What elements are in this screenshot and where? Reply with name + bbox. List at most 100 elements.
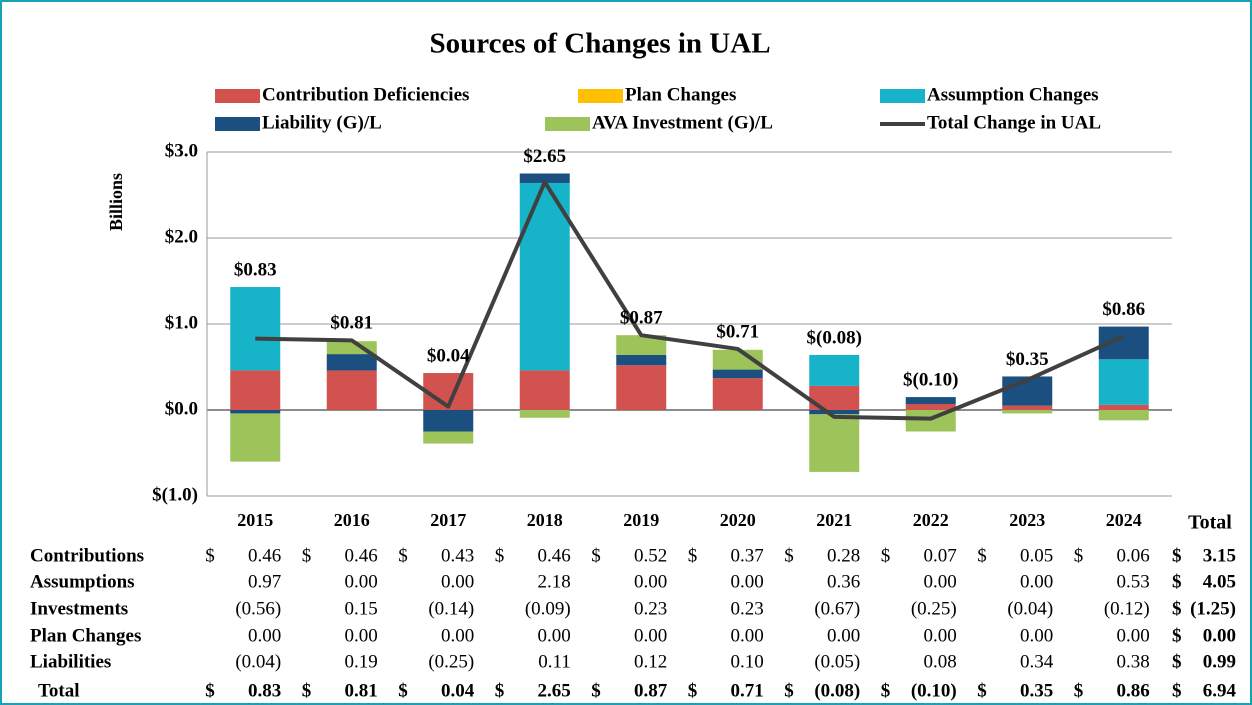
cell: 0.00: [731, 625, 764, 646]
cell: 0.12: [634, 651, 667, 672]
cell: 0.15: [345, 598, 378, 619]
cell: 0.00: [1020, 571, 1053, 592]
data-label: $(0.10): [903, 369, 958, 390]
cell: 0.00: [345, 571, 378, 592]
cell-prefix: $: [1074, 680, 1084, 701]
data-label: $0.83: [234, 259, 277, 280]
legend-swatch: [215, 89, 260, 103]
cell: 0.53: [1117, 571, 1150, 592]
cell: 0.10: [731, 651, 764, 672]
x-tick-label: 2018: [527, 510, 563, 530]
total-cell: (1.25): [1190, 598, 1236, 619]
total-cell: 0.99: [1203, 651, 1236, 672]
bar-segment: [1002, 410, 1053, 414]
cell: 2.18: [538, 571, 571, 592]
cell: 0.08: [924, 651, 957, 672]
bar-segment: [423, 410, 474, 432]
row-label: Plan Changes: [30, 625, 141, 646]
bar-segment: [712, 378, 763, 410]
bar-segment: [1098, 404, 1149, 410]
cell: 0.04: [441, 680, 475, 701]
bar-segment: [712, 349, 763, 370]
cell: (0.05): [814, 651, 860, 672]
total-cell: 3.15: [1203, 545, 1236, 566]
cell: 0.00: [634, 571, 667, 592]
bar-segment: [809, 410, 860, 415]
bar-segment: [1098, 359, 1149, 405]
bar-segment: [230, 287, 281, 371]
y-tick-label: $3.0: [165, 140, 198, 161]
x-tick-label: 2016: [334, 510, 370, 530]
bar-segment: [326, 354, 377, 371]
cell: 0.00: [441, 571, 474, 592]
cell: (0.10): [911, 680, 957, 701]
cell: (0.04): [1007, 598, 1053, 619]
bar-segment: [809, 354, 860, 386]
x-tick-label: 2022: [913, 510, 949, 530]
total-cell: 0.00: [1203, 625, 1236, 646]
bar-segment: [712, 369, 763, 379]
bar-segment: [230, 410, 281, 414]
cell: (0.09): [525, 598, 571, 619]
cell: 0.83: [248, 680, 281, 701]
row-label: Total: [38, 680, 80, 701]
x-tick-label: 2021: [816, 510, 852, 530]
bar-segment: [230, 413, 281, 462]
cell: 0.46: [345, 545, 378, 566]
bar-segment: [809, 414, 860, 472]
legend-label: AVA Investment (G)/L: [592, 112, 773, 133]
bar-segment: [616, 365, 667, 410]
cell: (0.14): [428, 598, 474, 619]
cell: 0.11: [538, 651, 571, 672]
legend-swatch: [578, 89, 623, 103]
cell-prefix: $: [591, 545, 601, 566]
cell: 0.23: [731, 598, 764, 619]
cell: 0.00: [634, 625, 667, 646]
legend-label: Total Change in UAL: [927, 112, 1101, 133]
cell-prefix: $: [688, 680, 698, 701]
y-tick-label: $0.0: [165, 398, 198, 419]
x-tick-label: 2017: [430, 510, 466, 530]
cell: 0.00: [827, 625, 860, 646]
total-prefix: $: [1172, 680, 1182, 701]
cell: 0.00: [924, 571, 957, 592]
row-label: Liabilities: [30, 651, 111, 672]
legend-swatch: [545, 117, 590, 131]
row-label: Assumptions: [30, 571, 135, 592]
cell: 2.65: [538, 680, 571, 701]
cell: 0.00: [731, 571, 764, 592]
cell-prefix: $: [977, 545, 987, 566]
bar-segment: [616, 354, 667, 366]
cell-prefix: $: [495, 680, 505, 701]
x-tick-label: 2023: [1009, 510, 1045, 530]
data-label: $0.04: [427, 345, 470, 366]
cell-prefix: $: [688, 545, 698, 566]
cell: 0.00: [1020, 625, 1053, 646]
cell: 0.23: [634, 598, 667, 619]
chart-title: Sources of Changes in UAL: [429, 28, 770, 60]
cell: (0.12): [1104, 598, 1150, 619]
data-label: $2.65: [523, 146, 566, 167]
cell: 0.07: [924, 545, 957, 566]
cell: 0.86: [1117, 680, 1150, 701]
cell: 0.05: [1020, 545, 1053, 566]
legend-label: Contribution Deficiencies: [262, 84, 469, 105]
bar-segment: [905, 397, 956, 404]
row-label: Investments: [30, 598, 128, 619]
cell: 0.35: [1020, 680, 1053, 701]
bar-segment: [905, 403, 956, 410]
legend-label: Liability (G)/L: [262, 112, 382, 133]
total-prefix: $: [1172, 598, 1182, 619]
legend-label: Assumption Changes: [927, 84, 1099, 105]
cell: 0.38: [1117, 651, 1150, 672]
cell-prefix: $: [205, 680, 215, 701]
legend-label: Plan Changes: [625, 84, 736, 105]
bar-segment: [519, 370, 570, 410]
bar-segment: [519, 173, 570, 183]
cell: 0.00: [441, 625, 474, 646]
cell: 0.00: [248, 625, 281, 646]
cell: 0.87: [634, 680, 668, 701]
cell: 0.19: [345, 651, 378, 672]
row-label: Contributions: [30, 545, 144, 566]
